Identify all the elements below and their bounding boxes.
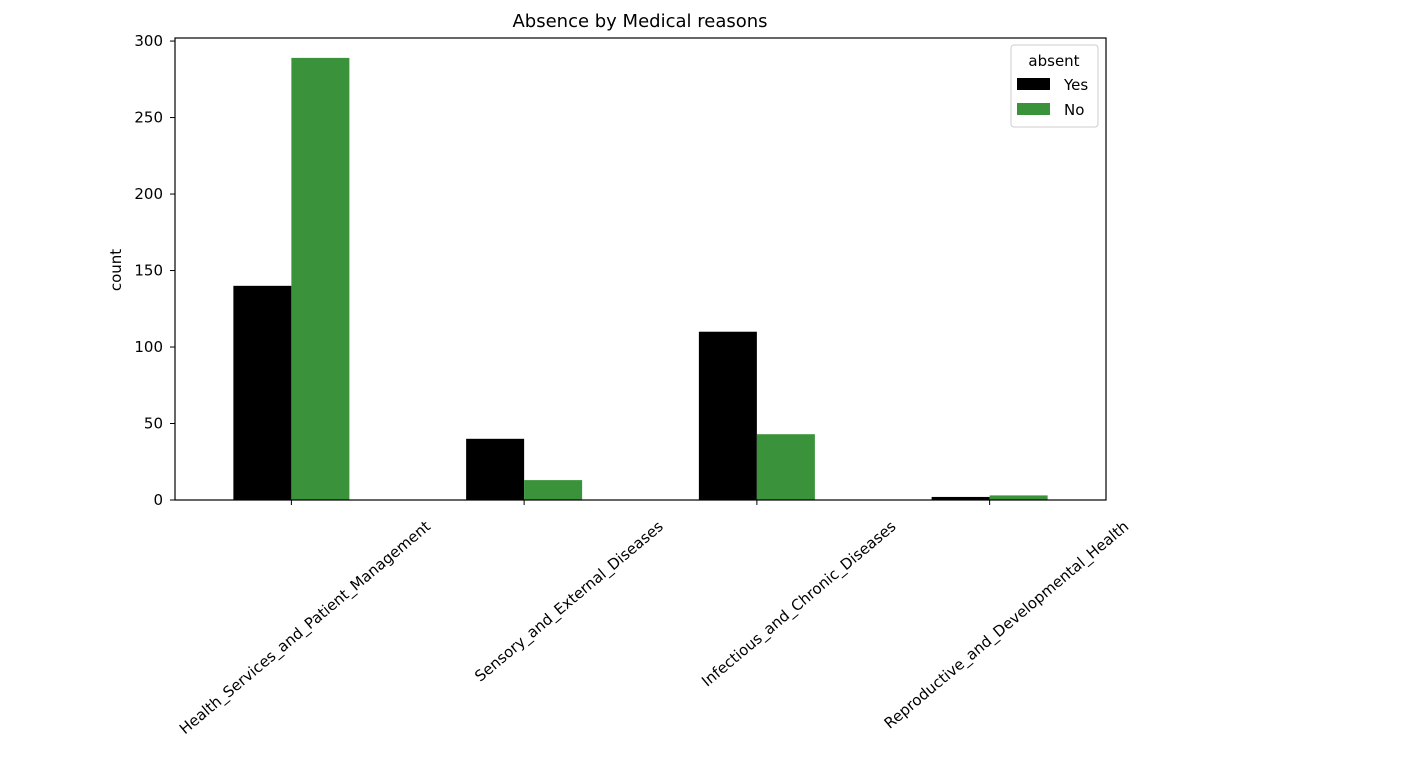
x-tick-label: Reproductive_and_Developmental_Health [881, 517, 1133, 733]
y-tick-label: 300 [134, 32, 163, 50]
y-tick-label: 250 [134, 109, 163, 127]
bar-no-1 [524, 480, 583, 500]
x-tick-label: Infectious_and_Chronic_Diseases [698, 517, 900, 691]
y-tick-label: 150 [134, 262, 163, 280]
y-axis: 0 50 100 150 200 250 300 [134, 32, 175, 509]
bars [233, 57, 1048, 500]
legend: absent Yes No [1010, 44, 1099, 128]
y-tick-label: 100 [134, 338, 163, 356]
legend-label-yes: Yes [1063, 76, 1088, 94]
x-tick-label: Sensory_and_External_Diseases [471, 517, 667, 686]
bar-no-3 [989, 495, 1048, 500]
bar-yes-0 [233, 285, 292, 500]
bar-no-2 [756, 434, 815, 500]
legend-items: Yes No [1017, 76, 1088, 119]
bar-yes-2 [698, 331, 757, 500]
bar-yes-1 [466, 438, 525, 500]
x-axis: Health_Services_and_Patient_Management Se… [176, 500, 1133, 739]
legend-title: absent [1028, 52, 1079, 70]
legend-label-no: No [1064, 101, 1084, 119]
plot-area [174, 37, 1107, 501]
legend-swatch-no [1017, 103, 1050, 115]
plot-frame [174, 37, 1107, 501]
bar-yes-3 [931, 496, 990, 500]
x-tick-label: Health_Services_and_Patient_Management [176, 517, 435, 738]
y-axis-label: count [107, 249, 125, 291]
bar-no-0 [291, 57, 350, 500]
y-tick-label: 0 [153, 491, 163, 509]
y-tick-label: 200 [134, 185, 163, 203]
y-tick-label: 50 [144, 415, 163, 433]
chart-title: Absence by Medical reasons [512, 11, 767, 32]
legend-swatch-yes [1017, 78, 1050, 90]
